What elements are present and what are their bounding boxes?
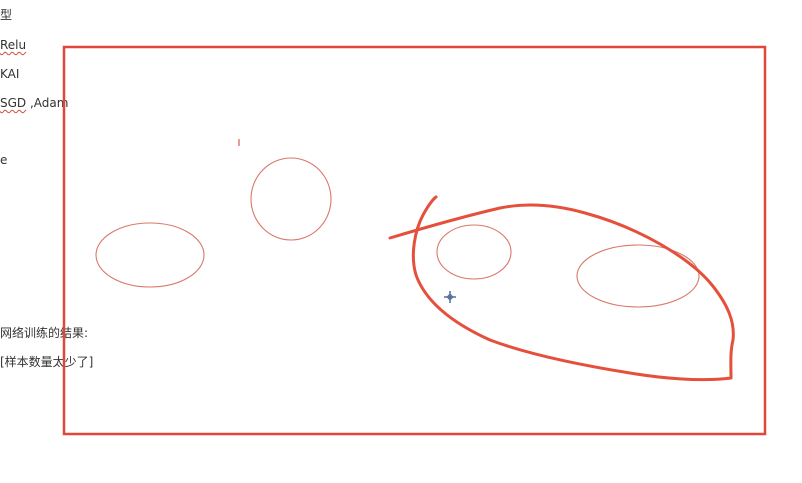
activation-line: Relu [0, 38, 26, 52]
optimizer-word: SGD [0, 96, 27, 110]
activation-word: Relu [0, 38, 27, 52]
sample-note-line: [样本数量太少了] [0, 355, 94, 369]
extra-char-line: e [0, 153, 8, 167]
ellipse-left[interactable] [95, 222, 205, 288]
model-heading: 型 [0, 8, 13, 22]
ellipse-right[interactable] [576, 244, 700, 308]
optimizer-suffix: ,Adam [26, 96, 69, 110]
training-results-line: 网络训练的结果: [0, 326, 89, 340]
circle-top[interactable] [250, 157, 332, 241]
crosshair-cursor-icon [444, 291, 456, 303]
ellipse-middle[interactable] [436, 224, 512, 280]
frame-rectangle[interactable] [62, 45, 767, 436]
init-line: KAI [0, 67, 19, 81]
freehand-loop[interactable] [388, 195, 735, 382]
init-word: KAI [0, 67, 20, 81]
optimizer-line: SGD ,Adam [0, 96, 68, 110]
